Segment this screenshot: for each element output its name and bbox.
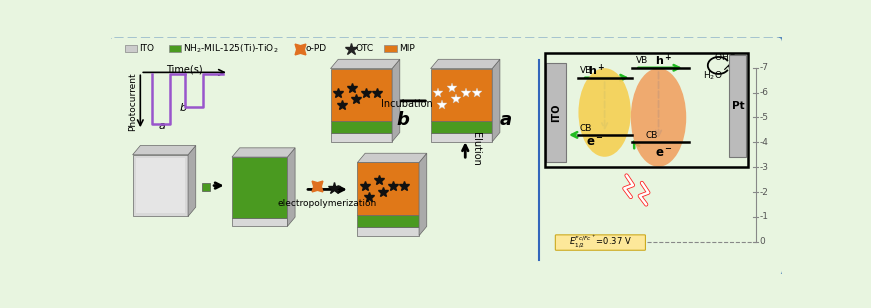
- Text: CB: CB: [580, 124, 592, 132]
- Text: ITO: ITO: [551, 103, 561, 122]
- Polygon shape: [430, 59, 500, 68]
- Text: a: a: [159, 121, 165, 131]
- Text: $\mathbf{h^+}$: $\mathbf{h^+}$: [588, 62, 604, 78]
- Polygon shape: [330, 68, 392, 121]
- Text: b: b: [396, 111, 408, 129]
- Text: 0: 0: [760, 237, 765, 246]
- Polygon shape: [357, 215, 419, 227]
- Polygon shape: [232, 148, 295, 157]
- FancyBboxPatch shape: [556, 235, 645, 250]
- Polygon shape: [430, 121, 492, 133]
- Polygon shape: [357, 227, 419, 236]
- Bar: [384, 45, 396, 52]
- Text: electropolymerization: electropolymerization: [278, 199, 377, 208]
- Polygon shape: [132, 155, 188, 216]
- Text: NH$_2$-MIL-125(Ti)-TiO$_2$: NH$_2$-MIL-125(Ti)-TiO$_2$: [184, 42, 279, 55]
- Bar: [125, 45, 138, 52]
- Polygon shape: [492, 59, 500, 142]
- Polygon shape: [357, 162, 419, 215]
- Text: -6: -6: [760, 88, 768, 97]
- Text: $\mathbf{e^-}$: $\mathbf{e^-}$: [585, 136, 604, 149]
- Ellipse shape: [631, 68, 686, 167]
- Polygon shape: [202, 183, 210, 191]
- Bar: [729, 55, 746, 157]
- Text: Incubation: Incubation: [381, 99, 433, 108]
- Polygon shape: [419, 153, 427, 236]
- Ellipse shape: [578, 68, 631, 157]
- Polygon shape: [132, 145, 196, 155]
- Text: Elution: Elution: [471, 132, 482, 166]
- Text: -2: -2: [760, 188, 768, 197]
- Bar: [544, 53, 748, 167]
- Text: $E_{1/2}^{Fc/Fc^+}$=0.37 V: $E_{1/2}^{Fc/Fc^+}$=0.37 V: [570, 233, 632, 250]
- Text: $\rm H_2O$: $\rm H_2O$: [703, 69, 722, 82]
- Text: Time(s): Time(s): [166, 65, 203, 75]
- Text: CB: CB: [645, 131, 658, 140]
- Polygon shape: [357, 153, 427, 162]
- Polygon shape: [430, 133, 492, 142]
- Text: -7: -7: [760, 63, 768, 72]
- Polygon shape: [392, 59, 400, 142]
- Text: VB: VB: [636, 56, 648, 65]
- Text: VB: VB: [580, 67, 592, 75]
- Bar: [169, 45, 181, 52]
- Text: -5: -5: [760, 113, 768, 122]
- Polygon shape: [330, 133, 392, 142]
- Bar: [136, 158, 185, 213]
- Text: a: a: [500, 111, 512, 129]
- Text: $\mathbf{h^+}$: $\mathbf{h^+}$: [655, 52, 672, 68]
- Polygon shape: [430, 68, 492, 121]
- Bar: [546, 63, 566, 162]
- Text: ITO: ITO: [139, 44, 154, 53]
- Polygon shape: [330, 121, 392, 133]
- Text: MIP: MIP: [399, 44, 415, 53]
- Text: $\rm OH^-$: $\rm OH^-$: [714, 51, 736, 63]
- Text: o-PD: o-PD: [306, 44, 327, 53]
- Text: -1: -1: [760, 213, 768, 221]
- Polygon shape: [232, 218, 287, 226]
- Text: OTC: OTC: [356, 44, 374, 53]
- Polygon shape: [232, 157, 287, 218]
- Text: b: b: [179, 103, 186, 113]
- FancyBboxPatch shape: [109, 36, 783, 277]
- Text: -3: -3: [760, 163, 768, 172]
- Text: Photocurrent: Photocurrent: [128, 72, 137, 131]
- Text: Pt: Pt: [732, 101, 744, 111]
- Polygon shape: [330, 59, 400, 68]
- Polygon shape: [188, 145, 196, 216]
- Text: $\mathbf{e^-}$: $\mathbf{e^-}$: [655, 147, 672, 160]
- Text: -4: -4: [760, 138, 768, 147]
- Polygon shape: [287, 148, 295, 226]
